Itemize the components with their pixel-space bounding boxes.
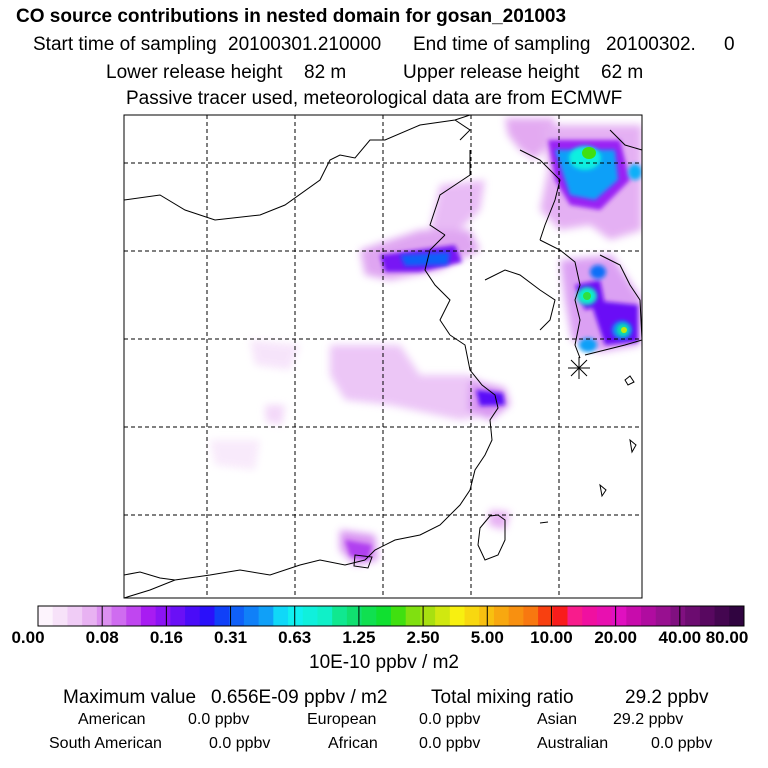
colorbar-label: 80.00 (705, 628, 749, 647)
end-time-extra: 0 (724, 34, 735, 55)
colorbar-swatch (596, 606, 613, 626)
colorbar-swatch (420, 606, 436, 626)
colorbar-swatch (96, 606, 113, 626)
region-value-european: 0.0 ppbv (419, 711, 481, 728)
colorbar-frame (37, 605, 745, 627)
colorbar-swatch (626, 606, 642, 626)
colorbar-swatch (243, 606, 260, 626)
colorbar-swatch (391, 606, 407, 626)
colorbar-swatch (82, 606, 98, 626)
colorbar-swatch (508, 606, 524, 626)
upper-height-label: Upper release height (403, 62, 580, 83)
colorbar-label: 0.00 (11, 628, 45, 647)
colorbar-swatch (229, 606, 245, 626)
region-value-asian: 29.2 ppbv (613, 711, 684, 728)
colorbar-swatch (435, 606, 451, 626)
region-value-american: 0.0 ppbv (188, 711, 250, 728)
colorbar-swatch (302, 606, 318, 626)
colorbar-swatch (258, 606, 274, 626)
region-value-australian: 0.0 ppbv (651, 735, 713, 752)
colorbar-swatch (170, 606, 186, 626)
colorbar-swatch (111, 606, 127, 626)
region-name-asian: Asian (537, 711, 578, 728)
max-value: 0.656E-09 ppbv / m2 (211, 687, 388, 708)
region-value-african: 0.0 ppbv (419, 735, 481, 752)
region-name-african: African (328, 735, 378, 752)
end-time-value: 20100302. (606, 34, 696, 55)
total-mixing-label: Total mixing ratio (431, 687, 574, 708)
colorbar-swatch (729, 606, 745, 626)
tracer-note: Passive tracer used, meteorological data… (126, 88, 623, 109)
colorbar-label: 1.25 (342, 628, 376, 647)
map-frame (123, 114, 643, 599)
colorbar-label: 0.63 (278, 628, 312, 647)
colorbar-swatch (685, 606, 701, 626)
colorbar-swatch (538, 606, 554, 626)
colorbar-swatch (699, 606, 716, 626)
colorbar-swatch (523, 606, 539, 626)
colorbar-swatch (288, 606, 304, 626)
colorbar-unit: 10E-10 ppbv / m2 (309, 652, 459, 673)
region-value-south-american: 0.0 ppbv (209, 735, 271, 752)
colorbar-swatch (38, 606, 54, 626)
colorbar-swatch (611, 606, 627, 626)
start-time-label: Start time of sampling (33, 34, 217, 55)
colorbar-label: 0.08 (85, 628, 119, 647)
colorbar-swatch (126, 606, 142, 626)
colorbar-swatch (199, 606, 215, 626)
region-name-american: American (78, 711, 146, 728)
upper-height-value: 62 m (601, 62, 644, 83)
colorbar-swatch (567, 606, 583, 626)
colorbar-swatch (552, 606, 568, 626)
colorbar-label: 5.00 (470, 628, 504, 647)
colorbar-label: 10.00 (530, 628, 573, 647)
colorbar-swatch (346, 606, 363, 626)
colorbar-swatch (52, 606, 68, 626)
colorbar (37, 605, 745, 627)
colorbar-label: 20.00 (594, 628, 637, 647)
colorbar-swatch (405, 606, 421, 626)
colorbar-swatch (376, 606, 392, 626)
colorbar-label: 0.16 (149, 628, 183, 647)
colorbar-swatch (655, 606, 671, 626)
colorbar-swatch (449, 606, 466, 626)
region-name-european: European (307, 711, 377, 728)
concentration-field (210, 118, 642, 565)
receptor-marker (568, 357, 590, 379)
start-time-value: 20100301.210000 (228, 34, 382, 55)
lower-height-value: 82 m (304, 62, 347, 83)
colorbar-swatch (317, 606, 333, 626)
colorbar-swatch (214, 606, 230, 626)
colorbar-label: 0.31 (213, 628, 248, 647)
colorbar-swatch (714, 606, 730, 626)
end-time-label: End time of sampling (413, 34, 591, 55)
max-value-label: Maximum value (63, 687, 197, 708)
colorbar-swatch (185, 606, 201, 626)
lower-height-label: Lower release height (106, 62, 283, 83)
coastline (124, 115, 642, 598)
colorbar-swatch (493, 606, 510, 626)
colorbar-swatch (361, 606, 377, 626)
colorbar-swatch (273, 606, 289, 626)
colorbar-label: 40.00 (658, 628, 702, 647)
colorbar-swatch (155, 606, 171, 626)
colorbar-swatch (641, 606, 657, 626)
plot-title: CO source contributions in nested domain… (16, 6, 567, 27)
colorbar-swatch (670, 606, 686, 626)
region-name-australian: Australian (537, 735, 609, 752)
grid-lines (124, 115, 642, 598)
colorbar-swatch (332, 606, 348, 626)
colorbar-label: 2.50 (406, 628, 440, 647)
region-name-south-american: South American (49, 735, 162, 752)
colorbar-swatch (67, 606, 83, 626)
colorbar-swatch (582, 606, 598, 626)
total-mixing-value: 29.2 ppbv (625, 687, 709, 708)
colorbar-swatch (140, 606, 157, 626)
colorbar-swatch (464, 606, 480, 626)
